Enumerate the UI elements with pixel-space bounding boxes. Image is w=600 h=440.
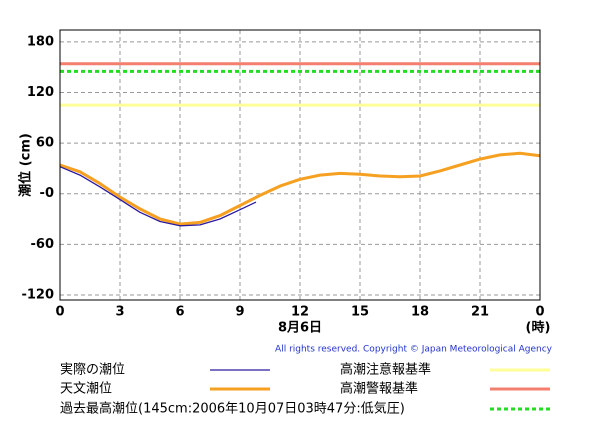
x-tick-label: 18	[411, 305, 429, 320]
y-tick-label: -60	[31, 237, 55, 252]
y-tick-label: -120	[21, 287, 54, 302]
x-tick-label: 15	[351, 305, 369, 320]
legend-label: 実際の潮位	[60, 362, 125, 378]
y-tick-label: -0	[40, 186, 54, 201]
y-tick-label: 180	[27, 34, 54, 49]
legend-label: 高潮警報基準	[340, 381, 418, 397]
series-line	[59, 166, 257, 227]
legend-label: 過去最高潮位(145cm:2006年10月07日03時47分:低気圧)	[60, 401, 405, 417]
x-tick-label: 0	[55, 305, 64, 320]
x-tick-label: 0	[535, 305, 544, 320]
x-axis-label: 8月6日	[278, 321, 322, 336]
x-unit: (時)	[526, 320, 551, 336]
x-tick-label: 12	[291, 305, 309, 320]
legend-label: 天文潮位	[60, 382, 112, 397]
y-tick-label: 60	[36, 136, 54, 151]
x-tick-label: 21	[471, 305, 489, 320]
legend-label: 高潮注意報基準	[340, 362, 431, 378]
copyright: All rights reserved. Copyright © Japan M…	[275, 345, 553, 355]
y-axis-label: 潮位 (cm)	[18, 133, 34, 197]
x-tick-label: 9	[235, 305, 244, 320]
plot-frame	[59, 29, 541, 301]
series-line	[59, 151, 541, 226]
x-tick-label: 6	[175, 305, 184, 320]
y-tick-label: 120	[27, 85, 54, 100]
x-tick-label: 3	[115, 305, 124, 320]
